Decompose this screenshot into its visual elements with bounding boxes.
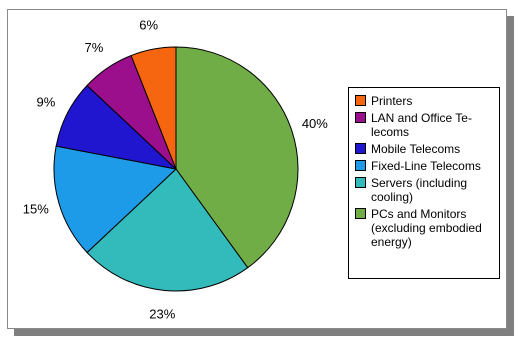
pie-chart: 40% 23% 15% 9% 7% 6% bbox=[23, 18, 329, 322]
legend-label: LAN and Office Te- lecoms bbox=[371, 111, 472, 139]
legend-swatch bbox=[355, 160, 366, 171]
legend-label: PCs and Monitors (excluding embodied ene… bbox=[371, 207, 482, 249]
legend-swatch bbox=[355, 143, 366, 154]
legend-label: Mobile Telecoms bbox=[371, 142, 461, 156]
pie-slice-fixed-line-telecoms bbox=[53, 145, 178, 254]
legend-swatch bbox=[355, 95, 366, 106]
top-strip bbox=[0, 0, 520, 10]
legend-item: LAN and Office Te- lecoms bbox=[355, 111, 495, 139]
pie-slice-servers-including bbox=[86, 168, 249, 292]
legend-label: Fixed-Line Telecoms bbox=[371, 159, 481, 173]
legend-label: Servers (including cooling) bbox=[371, 176, 468, 204]
slice-percent-label: 7% bbox=[85, 40, 104, 55]
chart-legend: Printers LAN and Office Te- lecoms Mobile … bbox=[348, 87, 500, 279]
legend-swatch bbox=[355, 208, 366, 219]
slice-percent-label: 6% bbox=[139, 18, 158, 33]
legend-item: Printers bbox=[355, 94, 495, 108]
pie-slice-pcs-and-monitors bbox=[175, 46, 299, 269]
legend-item: Mobile Telecoms bbox=[355, 142, 495, 156]
legend-swatch bbox=[355, 177, 366, 188]
slice-percent-label: 40% bbox=[302, 116, 328, 131]
legend-item: Fixed-Line Telecoms bbox=[355, 159, 495, 173]
slice-percent-label: 15% bbox=[23, 202, 49, 217]
pie-slice-printers bbox=[130, 46, 177, 170]
legend-label: Printers bbox=[371, 94, 413, 108]
legend-item: Servers (including cooling) bbox=[355, 176, 495, 204]
slice-percent-label: 23% bbox=[149, 306, 175, 321]
legend-swatch bbox=[355, 112, 366, 123]
chart-card: 40% 23% 15% 9% 7% 6% Printers LAN and Office T… bbox=[7, 9, 507, 329]
legend-item: PCs and Monitors (excluding embodied ene… bbox=[355, 207, 495, 249]
slice-percent-label: 9% bbox=[37, 95, 56, 110]
